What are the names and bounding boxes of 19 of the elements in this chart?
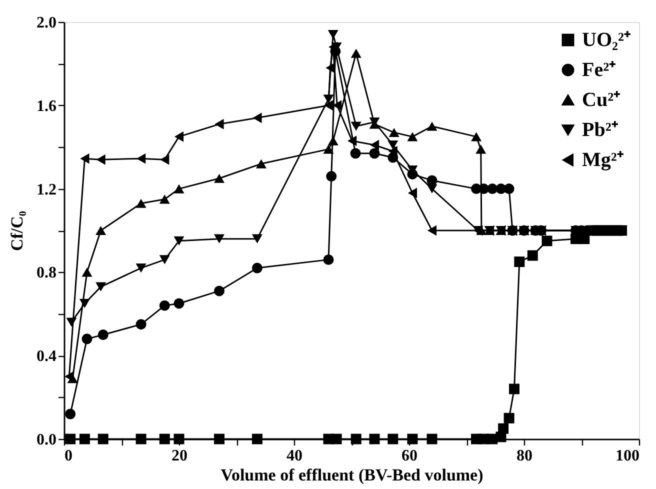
legend-label: Pb²⁺ (582, 119, 618, 141)
y-tick-label: 0.8 (36, 264, 56, 282)
x-tick-label: 60 (402, 448, 418, 464)
legend-label: Fe²⁺ (582, 59, 616, 81)
legend-label: Mg²⁺ (582, 149, 624, 171)
x-tick-label: 0 (64, 448, 72, 464)
x-tick-label: 80 (516, 448, 532, 464)
y-tick-label: 1.2 (36, 181, 56, 198)
legend-label: UO₂²⁺ (582, 29, 631, 51)
y-tick-label: 2.0 (36, 14, 56, 32)
legend-label: Cu²⁺ (582, 89, 621, 111)
y-tick-label: 1.6 (36, 98, 56, 115)
y-tick-label: 0.0 (36, 432, 56, 448)
x-tick-label: 100 (616, 448, 640, 464)
y-tick-label: 0.4 (36, 348, 56, 366)
x-tick-label: 20 (172, 448, 188, 464)
x-axis-title: Volume of effluent (BV-Bed volume) (220, 466, 484, 484)
x-tick-label: 40 (286, 448, 302, 464)
y-axis-title: Cf/C₀ (8, 210, 26, 252)
